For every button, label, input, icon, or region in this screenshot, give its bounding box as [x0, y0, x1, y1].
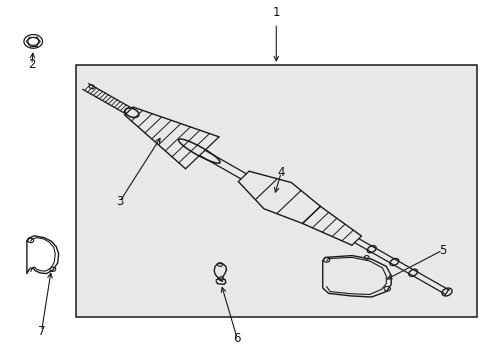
Text: 6: 6	[233, 332, 241, 345]
Text: 3: 3	[116, 195, 123, 208]
Text: 5: 5	[438, 244, 446, 257]
Text: 4: 4	[277, 166, 285, 179]
Text: 1: 1	[272, 6, 280, 19]
Text: 2: 2	[28, 58, 36, 71]
Text: 7: 7	[38, 325, 45, 338]
Bar	[76, 65, 476, 317]
